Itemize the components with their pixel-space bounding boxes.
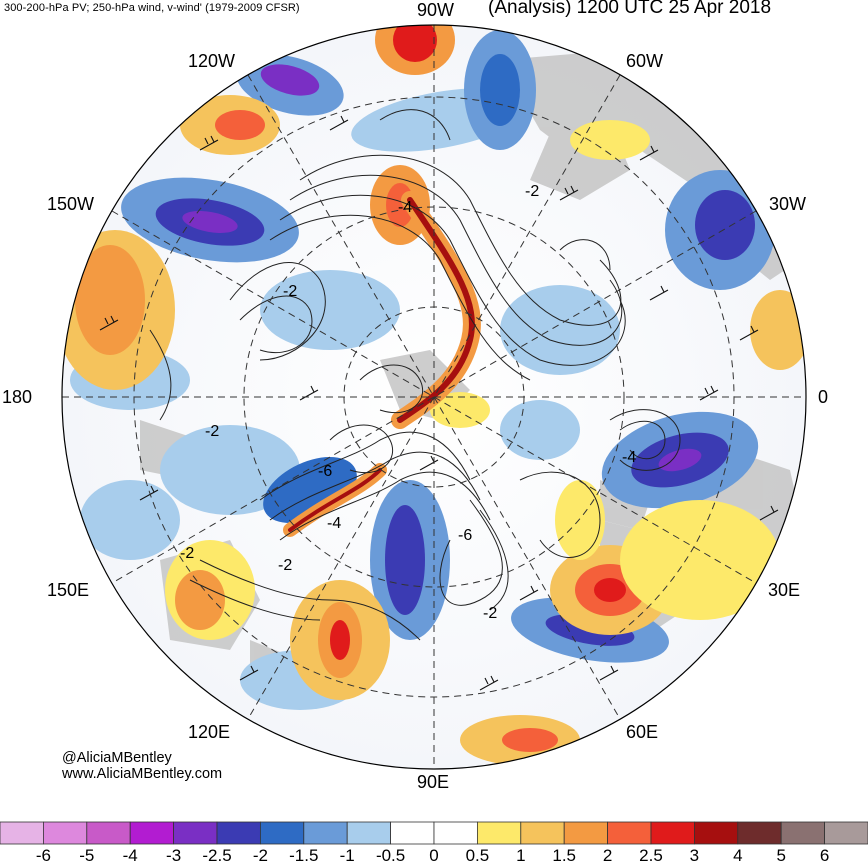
map-boundary — [61, 24, 807, 770]
colorbar-tick-label: -1.5 — [289, 846, 319, 865]
lon-label-30w: 30W — [769, 194, 807, 214]
colorbar — [0, 821, 868, 845]
colorbar-swatch — [780, 821, 826, 845]
colorbar-swatch — [346, 821, 392, 845]
colorbar-swatch — [520, 821, 565, 845]
lon-label-150w: 150W — [47, 194, 95, 214]
colorbar-tick-label: -4 — [122, 846, 138, 865]
lon-label-60e: 60E — [626, 722, 659, 742]
colorbar-tick-label: -6 — [35, 846, 51, 865]
lon-label-90e: 90E — [417, 772, 450, 792]
colorbar-swatch — [173, 821, 218, 845]
contour-label: -2 — [180, 545, 194, 562]
colorbar-tick-label: -5 — [79, 846, 95, 865]
colorbar-tick-label: 4 — [733, 846, 743, 865]
contour-label: -4 — [622, 449, 636, 466]
lon-label-30e: 30E — [768, 580, 801, 600]
contour-label: -6 — [318, 463, 332, 480]
colorbar-swatch — [86, 821, 131, 845]
colorbar-tick-label: 5 — [776, 846, 786, 865]
colorbar-tick-label: 0.5 — [465, 846, 490, 865]
contour-label: -2 — [205, 423, 219, 440]
contour-label: -2 — [525, 183, 539, 200]
colorbar-tick-label: -0.5 — [375, 846, 406, 865]
colorbar-tick-label: -2.5 — [202, 846, 232, 865]
credit-website: www.AliciaMBentley.com — [62, 766, 223, 782]
colorbar-swatch — [563, 821, 609, 845]
colorbar-tick-label: 1 — [516, 846, 526, 865]
colorbar-swatch — [216, 821, 261, 845]
lon-label-180: 180 — [2, 387, 33, 407]
colorbar-swatch — [303, 821, 348, 845]
colorbar-swatch — [433, 821, 478, 845]
lon-label-60w: 60W — [626, 51, 664, 71]
wind-barbs — [99, 115, 779, 691]
colorbar-swatch — [607, 821, 652, 845]
contour-labels: -4 -2 -2 -2 -6 -4 -6 -2 -2 -4 -2 — [180, 183, 636, 622]
colorbar-tick-label: 1.5 — [552, 846, 577, 865]
colorbar-swatch — [259, 821, 305, 845]
map-fill — [62, 25, 806, 769]
colorbar-swatch — [476, 821, 522, 845]
colorbar-swatch — [737, 821, 782, 845]
pv-contours — [149, 109, 681, 641]
colorbar-tick-label: -3 — [166, 846, 182, 865]
colorbar-tick-label: 0 — [429, 846, 439, 865]
contour-label: -2 — [483, 605, 497, 622]
colorbar-tick-label: 6 — [819, 846, 830, 865]
contour-label: -4 — [398, 199, 412, 216]
colorbar-tick-label: 2 — [602, 846, 613, 865]
polar-map: -4 -2 -2 -2 -6 -4 -6 -2 -2 -4 -2 — [61, 24, 807, 770]
colorbar-swatch — [0, 821, 44, 845]
contour-label: -4 — [327, 515, 341, 532]
contour-label: -6 — [458, 527, 472, 544]
contour-label: -2 — [283, 283, 297, 300]
colorbar-swatch — [390, 821, 435, 845]
credit-handle: @AliciaMBentley — [62, 750, 172, 766]
colorbar-tick-label: 2.5 — [639, 846, 663, 865]
colorbar-swatch — [824, 821, 868, 845]
colorbar-tick-label: 3 — [689, 846, 700, 865]
colorbar-swatch — [694, 821, 739, 845]
colorbar-tick-label: -1 — [339, 846, 355, 865]
graticule — [62, 25, 806, 769]
positive-anomalies — [62, 25, 806, 765]
chart-title-left: 300-200-hPa PV; 250-hPa wind, v-wind' (1… — [4, 2, 300, 14]
contour-label: -2 — [278, 557, 292, 574]
chart-title-right: (Analysis) 1200 UTC 25 Apr 2018 — [488, 0, 772, 18]
lon-label-120e: 120E — [188, 722, 231, 742]
colorbar-swatch — [129, 821, 174, 845]
lon-label-120w: 120W — [188, 51, 236, 71]
lon-label-150e: 150E — [47, 580, 90, 600]
colorbar-swatch — [43, 821, 88, 845]
lon-label-90w: 90W — [417, 0, 455, 20]
colorbar-swatch — [650, 821, 695, 845]
lon-label-0: 0 — [818, 387, 829, 407]
colorbar-tick-label: -2 — [252, 846, 268, 865]
